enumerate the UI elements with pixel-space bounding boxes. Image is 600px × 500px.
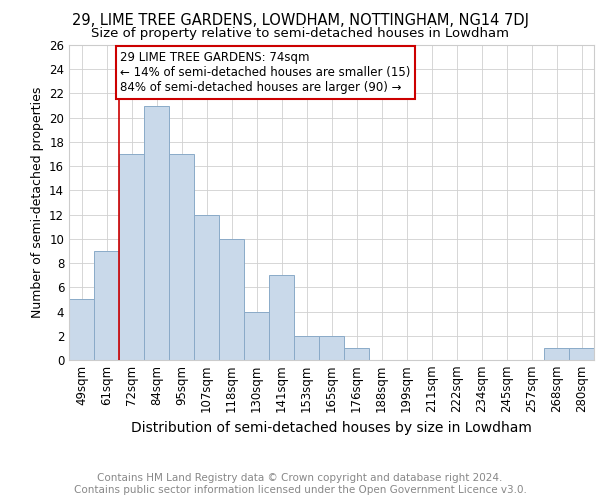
Text: Contains HM Land Registry data © Crown copyright and database right 2024.
Contai: Contains HM Land Registry data © Crown c… xyxy=(74,474,526,495)
Text: Size of property relative to semi-detached houses in Lowdham: Size of property relative to semi-detach… xyxy=(91,28,509,40)
Bar xyxy=(144,106,169,360)
Bar xyxy=(169,154,194,360)
X-axis label: Distribution of semi-detached houses by size in Lowdham: Distribution of semi-detached houses by … xyxy=(131,421,532,435)
Text: 29 LIME TREE GARDENS: 74sqm
← 14% of semi-detached houses are smaller (15)
84% o: 29 LIME TREE GARDENS: 74sqm ← 14% of sem… xyxy=(120,51,410,94)
Bar xyxy=(194,214,219,360)
Text: 29, LIME TREE GARDENS, LOWDHAM, NOTTINGHAM, NG14 7DJ: 29, LIME TREE GARDENS, LOWDHAM, NOTTINGH… xyxy=(71,12,529,28)
Bar xyxy=(244,312,269,360)
Y-axis label: Number of semi-detached properties: Number of semi-detached properties xyxy=(31,87,44,318)
Bar xyxy=(569,348,594,360)
Bar xyxy=(319,336,344,360)
Bar xyxy=(344,348,369,360)
Bar xyxy=(119,154,144,360)
Bar xyxy=(294,336,319,360)
Bar xyxy=(219,239,244,360)
Bar xyxy=(94,251,119,360)
Bar xyxy=(69,300,94,360)
Bar xyxy=(269,275,294,360)
Bar xyxy=(544,348,569,360)
